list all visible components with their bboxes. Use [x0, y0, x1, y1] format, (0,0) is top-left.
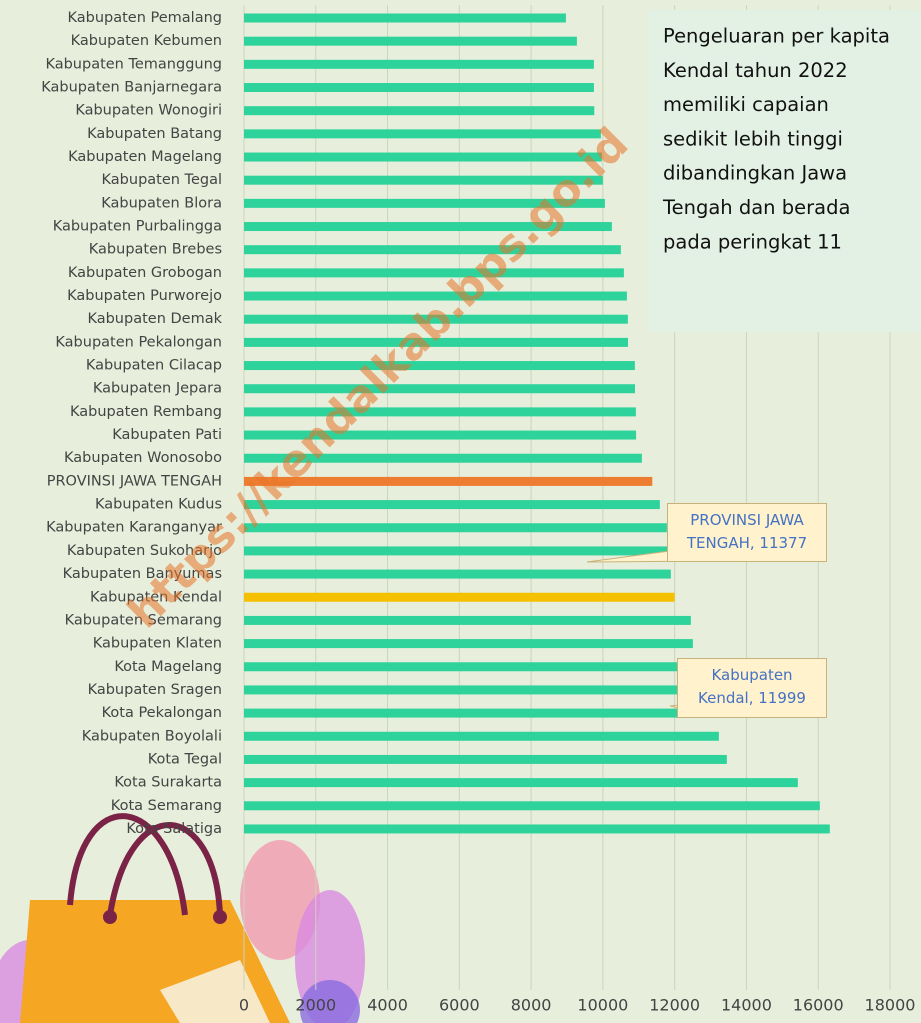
- text-box-line: Pengeluaran per kapita: [663, 25, 890, 48]
- bar: [244, 37, 577, 46]
- callout: PROVINSI JAWA TENGAH, 11377: [667, 503, 827, 562]
- bar: [244, 245, 621, 254]
- y-tick-label: Kabupaten Banjarnegara: [41, 80, 222, 96]
- y-tick-label: Kabupaten Temanggung: [45, 56, 222, 72]
- y-tick-label: Kota Pekalongan: [102, 705, 222, 721]
- bar: [244, 824, 830, 833]
- bar: [244, 662, 703, 671]
- x-tick-label: 18000: [865, 996, 916, 1015]
- x-tick-label: 0: [239, 996, 249, 1015]
- y-tick-label: Kota Semarang: [111, 798, 222, 814]
- y-tick-label: Kabupaten Pati: [112, 427, 222, 443]
- bar: [244, 384, 635, 393]
- bar: [244, 732, 719, 741]
- y-tick-label: Kabupaten Pekalongan: [55, 334, 222, 350]
- y-tick-label: Kota Tegal: [148, 751, 222, 767]
- callout: Kabupaten Kendal, 11999: [677, 658, 827, 718]
- x-tick-label: 14000: [721, 996, 772, 1015]
- bar: [244, 685, 712, 694]
- text-box-line: Kendal tahun 2022: [663, 59, 848, 82]
- y-tick-label: Kabupaten Batang: [87, 126, 222, 142]
- y-tick-label: Kabupaten Grobogan: [68, 265, 222, 281]
- y-tick-label: Kabupaten Wonosobo: [64, 450, 222, 466]
- bar: [244, 778, 798, 787]
- page: 0 2000 4000 6000 8000 10000 12000 14000 16000 180…: [0, 0, 921, 1023]
- text-box-line: Tengah dan berada: [662, 196, 850, 219]
- text-box-line: sedikit lebih tinggi: [663, 127, 843, 150]
- y-tick-label: PROVINSI JAWA TENGAH: [47, 473, 222, 489]
- bar: [244, 523, 667, 532]
- bar: [244, 500, 660, 509]
- y-tick-label: Kota Salatiga: [126, 821, 222, 837]
- y-tick-label: Kabupaten Purbalingga: [53, 219, 222, 235]
- bar: [244, 153, 602, 162]
- y-tick-label: Kabupaten Jepara: [93, 381, 222, 397]
- decoration: [0, 816, 365, 1023]
- x-tick-label: 10000: [577, 996, 628, 1015]
- x-tick-label: 6000: [439, 996, 480, 1015]
- y-tick-label: Kabupaten Cilacap: [86, 358, 222, 374]
- bar: [244, 106, 594, 115]
- y-tick-label: Kabupaten Tegal: [102, 172, 222, 188]
- bar: [244, 801, 820, 810]
- text-box-line: dibandingkan Jawa: [663, 162, 847, 185]
- bar: [244, 407, 636, 416]
- y-tick-label: Kabupaten Purworejo: [67, 288, 222, 304]
- text-box-line: memiliki capaian: [663, 93, 829, 116]
- bar: [244, 83, 594, 92]
- bar: [244, 60, 594, 69]
- x-tick-label: 8000: [511, 996, 552, 1015]
- x-tick-label: 4000: [367, 996, 408, 1015]
- text-box: Pengeluaran per kapita Kendal tahun 2022 m…: [648, 10, 921, 332]
- bar: [244, 639, 693, 648]
- bar: [244, 570, 671, 579]
- bar: [244, 593, 675, 602]
- y-tick-label: Kabupaten Magelang: [68, 149, 222, 165]
- y-tick-label: Kabupaten Kebumen: [71, 33, 222, 49]
- text-box-line: pada peringkat 11: [663, 230, 842, 253]
- x-tick-label: 16000: [793, 996, 844, 1015]
- y-tick-label: Kabupaten Rembang: [70, 404, 222, 420]
- y-tick-label: Kabupaten Demak: [87, 311, 222, 327]
- bar: [244, 755, 727, 764]
- y-tick-label: Kabupaten Kudus: [95, 497, 222, 513]
- y-tick-label: Kabupaten Brebes: [89, 242, 222, 258]
- y-tick-label: Kabupaten Klaten: [93, 636, 222, 652]
- y-tick-label: Kabupaten Wonogiri: [75, 103, 222, 119]
- bar: [244, 129, 601, 138]
- bar: [244, 268, 624, 277]
- y-tick-label: Kabupaten Sragen: [88, 682, 222, 698]
- y-tick-label: Kabupaten Pemalang: [68, 10, 223, 26]
- y-tick-label: Kota Magelang: [114, 659, 222, 675]
- bar: [244, 616, 691, 625]
- y-tick-label: Kota Surakarta: [114, 775, 222, 791]
- bar: [244, 361, 635, 370]
- bar: [244, 546, 668, 555]
- x-tick-label: 12000: [649, 996, 700, 1015]
- bar: [244, 709, 715, 718]
- x-tick-label: 2000: [295, 996, 336, 1015]
- y-tick-label: Kabupaten Blora: [101, 195, 222, 211]
- bar: [244, 14, 566, 23]
- y-tick-label: Kabupaten Boyolali: [82, 728, 222, 744]
